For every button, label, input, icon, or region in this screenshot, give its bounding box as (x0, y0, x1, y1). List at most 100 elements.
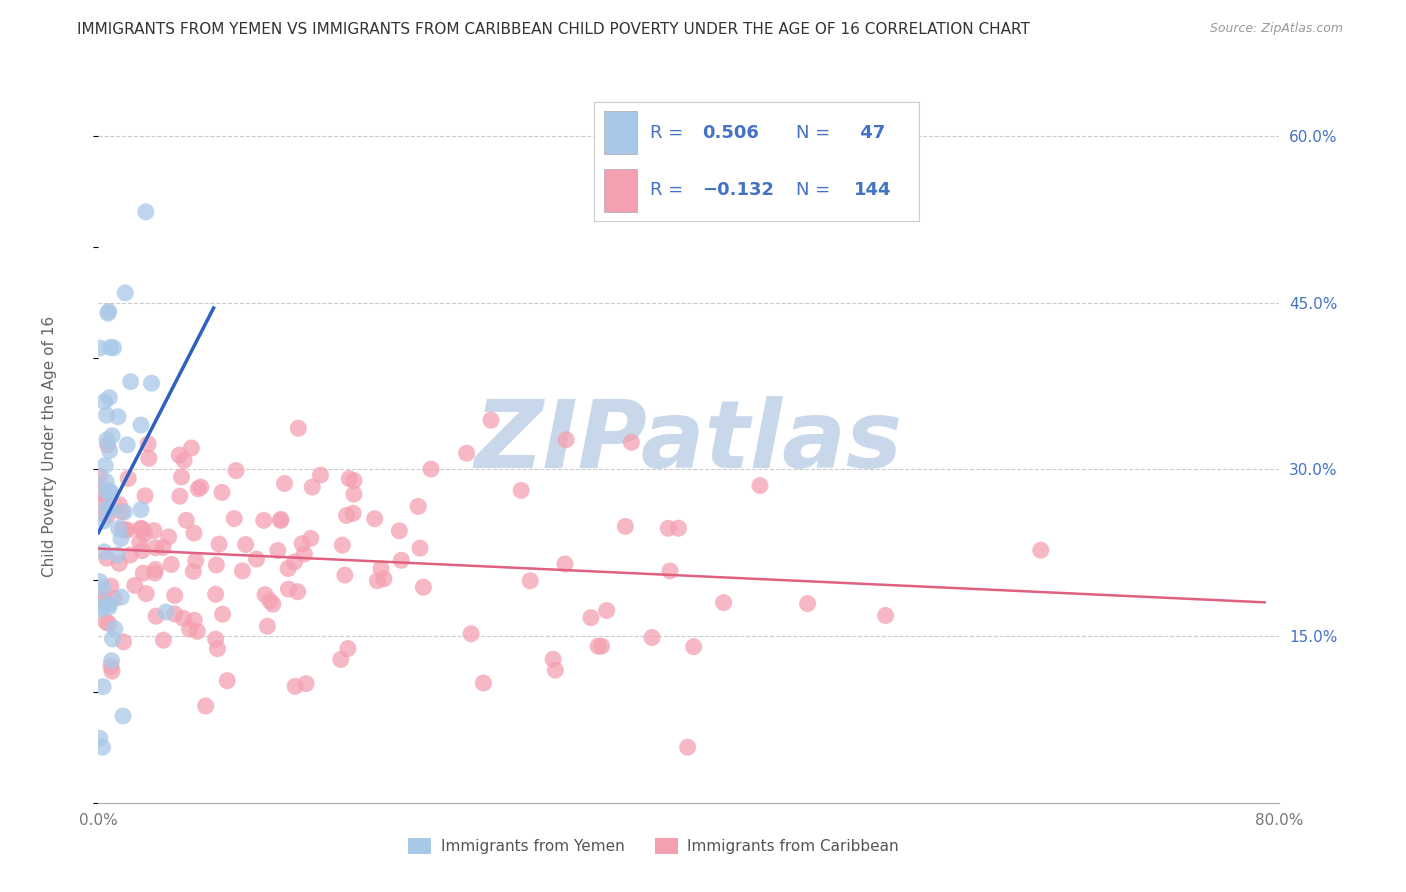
Text: Source: ZipAtlas.com: Source: ZipAtlas.com (1209, 22, 1343, 36)
Immigrants from Yemen (129, 417, 152, 432)
Immigrants from Yemen (89, 602, 111, 616)
Immigrants from Caribbean (142, 524, 165, 538)
Immigrants from Caribbean (262, 597, 284, 611)
Immigrants from Caribbean (270, 513, 292, 527)
Immigrants from Caribbean (204, 632, 226, 646)
Immigrants from Caribbean (259, 593, 281, 607)
Immigrants from Caribbean (389, 553, 412, 567)
Immigrants from Caribbean (183, 613, 205, 627)
Immigrants from Caribbean (460, 627, 482, 641)
Immigrants from Yemen (94, 458, 117, 473)
Immigrants from Caribbean (309, 468, 332, 483)
Immigrants from Caribbean (208, 537, 231, 551)
Immigrants from Caribbean (120, 548, 142, 562)
Immigrants from Caribbean (131, 543, 153, 558)
Immigrants from Caribbean (301, 480, 323, 494)
Immigrants from Caribbean (668, 521, 690, 535)
Immigrants from Caribbean (204, 587, 226, 601)
Immigrants from Caribbean (207, 641, 229, 656)
Immigrants from Caribbean (114, 523, 136, 537)
Immigrants from Caribbean (183, 526, 205, 541)
Immigrants from Yemen (91, 581, 114, 595)
Immigrants from Caribbean (284, 679, 307, 693)
Immigrants from Caribbean (129, 521, 152, 535)
Immigrants from Caribbean (291, 537, 314, 551)
Immigrants from Caribbean (586, 639, 609, 653)
Immigrants from Yemen (103, 341, 125, 355)
Text: IMMIGRANTS FROM YEMEN VS IMMIGRANTS FROM CARIBBEAN CHILD POVERTY UNDER THE AGE O: IMMIGRANTS FROM YEMEN VS IMMIGRANTS FROM… (77, 22, 1031, 37)
Immigrants from Yemen (100, 340, 122, 354)
Immigrants from Yemen (93, 394, 115, 409)
Immigrants from Yemen (101, 428, 124, 442)
Immigrants from Caribbean (190, 480, 212, 494)
Immigrants from Caribbean (173, 453, 195, 467)
Immigrants from Yemen (89, 341, 111, 355)
Immigrants from Caribbean (875, 608, 897, 623)
Immigrants from Caribbean (143, 566, 166, 580)
Immigrants from Caribbean (409, 541, 432, 556)
Immigrants from Caribbean (295, 676, 318, 690)
Immigrants from Caribbean (145, 609, 167, 624)
Immigrants from Caribbean (330, 538, 353, 552)
Immigrants from Yemen (111, 709, 134, 723)
Immigrants from Caribbean (103, 591, 125, 606)
Immigrants from Caribbean (270, 512, 292, 526)
Immigrants from Caribbean (94, 615, 117, 629)
Immigrants from Caribbean (519, 574, 541, 588)
Immigrants from Caribbean (89, 591, 111, 605)
Immigrants from Yemen (98, 391, 121, 405)
Immigrants from Caribbean (96, 551, 118, 566)
Immigrants from Yemen (155, 605, 177, 619)
Immigrants from Caribbean (366, 574, 388, 588)
Immigrants from Caribbean (231, 564, 253, 578)
Immigrants from Caribbean (595, 603, 617, 617)
Immigrants from Caribbean (299, 532, 322, 546)
Text: ZIPatlas: ZIPatlas (475, 395, 903, 488)
Immigrants from Caribbean (108, 498, 131, 512)
Immigrants from Caribbean (163, 589, 186, 603)
Immigrants from Yemen (90, 599, 112, 614)
Immigrants from Caribbean (287, 421, 309, 435)
Immigrants from Caribbean (179, 622, 201, 636)
Immigrants from Yemen (135, 204, 157, 219)
Immigrants from Caribbean (472, 676, 495, 690)
Immigrants from Caribbean (336, 641, 359, 656)
Immigrants from Caribbean (170, 470, 193, 484)
Immigrants from Caribbean (111, 522, 134, 536)
Immigrants from Caribbean (152, 541, 174, 555)
Immigrants from Yemen (105, 548, 128, 562)
Immigrants from Caribbean (93, 495, 115, 509)
Immigrants from Caribbean (124, 578, 146, 592)
Immigrants from Caribbean (676, 740, 699, 755)
Immigrants from Yemen (100, 654, 122, 668)
Immigrants from Yemen (97, 304, 120, 318)
Immigrants from Yemen (141, 376, 163, 391)
Immigrants from Caribbean (657, 521, 679, 535)
Immigrants from Caribbean (96, 492, 118, 507)
Immigrants from Caribbean (163, 607, 186, 621)
Immigrants from Yemen (91, 740, 114, 755)
Immigrants from Caribbean (388, 524, 411, 538)
Immigrants from Caribbean (112, 635, 135, 649)
Immigrants from Yemen (93, 514, 115, 528)
Immigrants from Caribbean (283, 555, 305, 569)
Immigrants from Yemen (110, 532, 132, 546)
Immigrants from Caribbean (342, 506, 364, 520)
Immigrants from Yemen (114, 285, 136, 300)
Immigrants from Yemen (89, 731, 111, 746)
Immigrants from Caribbean (194, 698, 217, 713)
Immigrants from Caribbean (277, 582, 299, 596)
Immigrants from Caribbean (277, 561, 299, 575)
Immigrants from Caribbean (205, 558, 228, 572)
Immigrants from Caribbean (134, 527, 156, 541)
Immigrants from Caribbean (287, 584, 309, 599)
Immigrants from Caribbean (554, 557, 576, 571)
Immigrants from Caribbean (337, 472, 360, 486)
Immigrants from Yemen (110, 590, 132, 604)
Immigrants from Caribbean (235, 537, 257, 551)
Immigrants from Caribbean (184, 553, 207, 567)
Immigrants from Caribbean (555, 433, 578, 447)
Immigrants from Caribbean (169, 489, 191, 503)
Immigrants from Yemen (98, 597, 121, 611)
Immigrants from Caribbean (97, 616, 120, 631)
